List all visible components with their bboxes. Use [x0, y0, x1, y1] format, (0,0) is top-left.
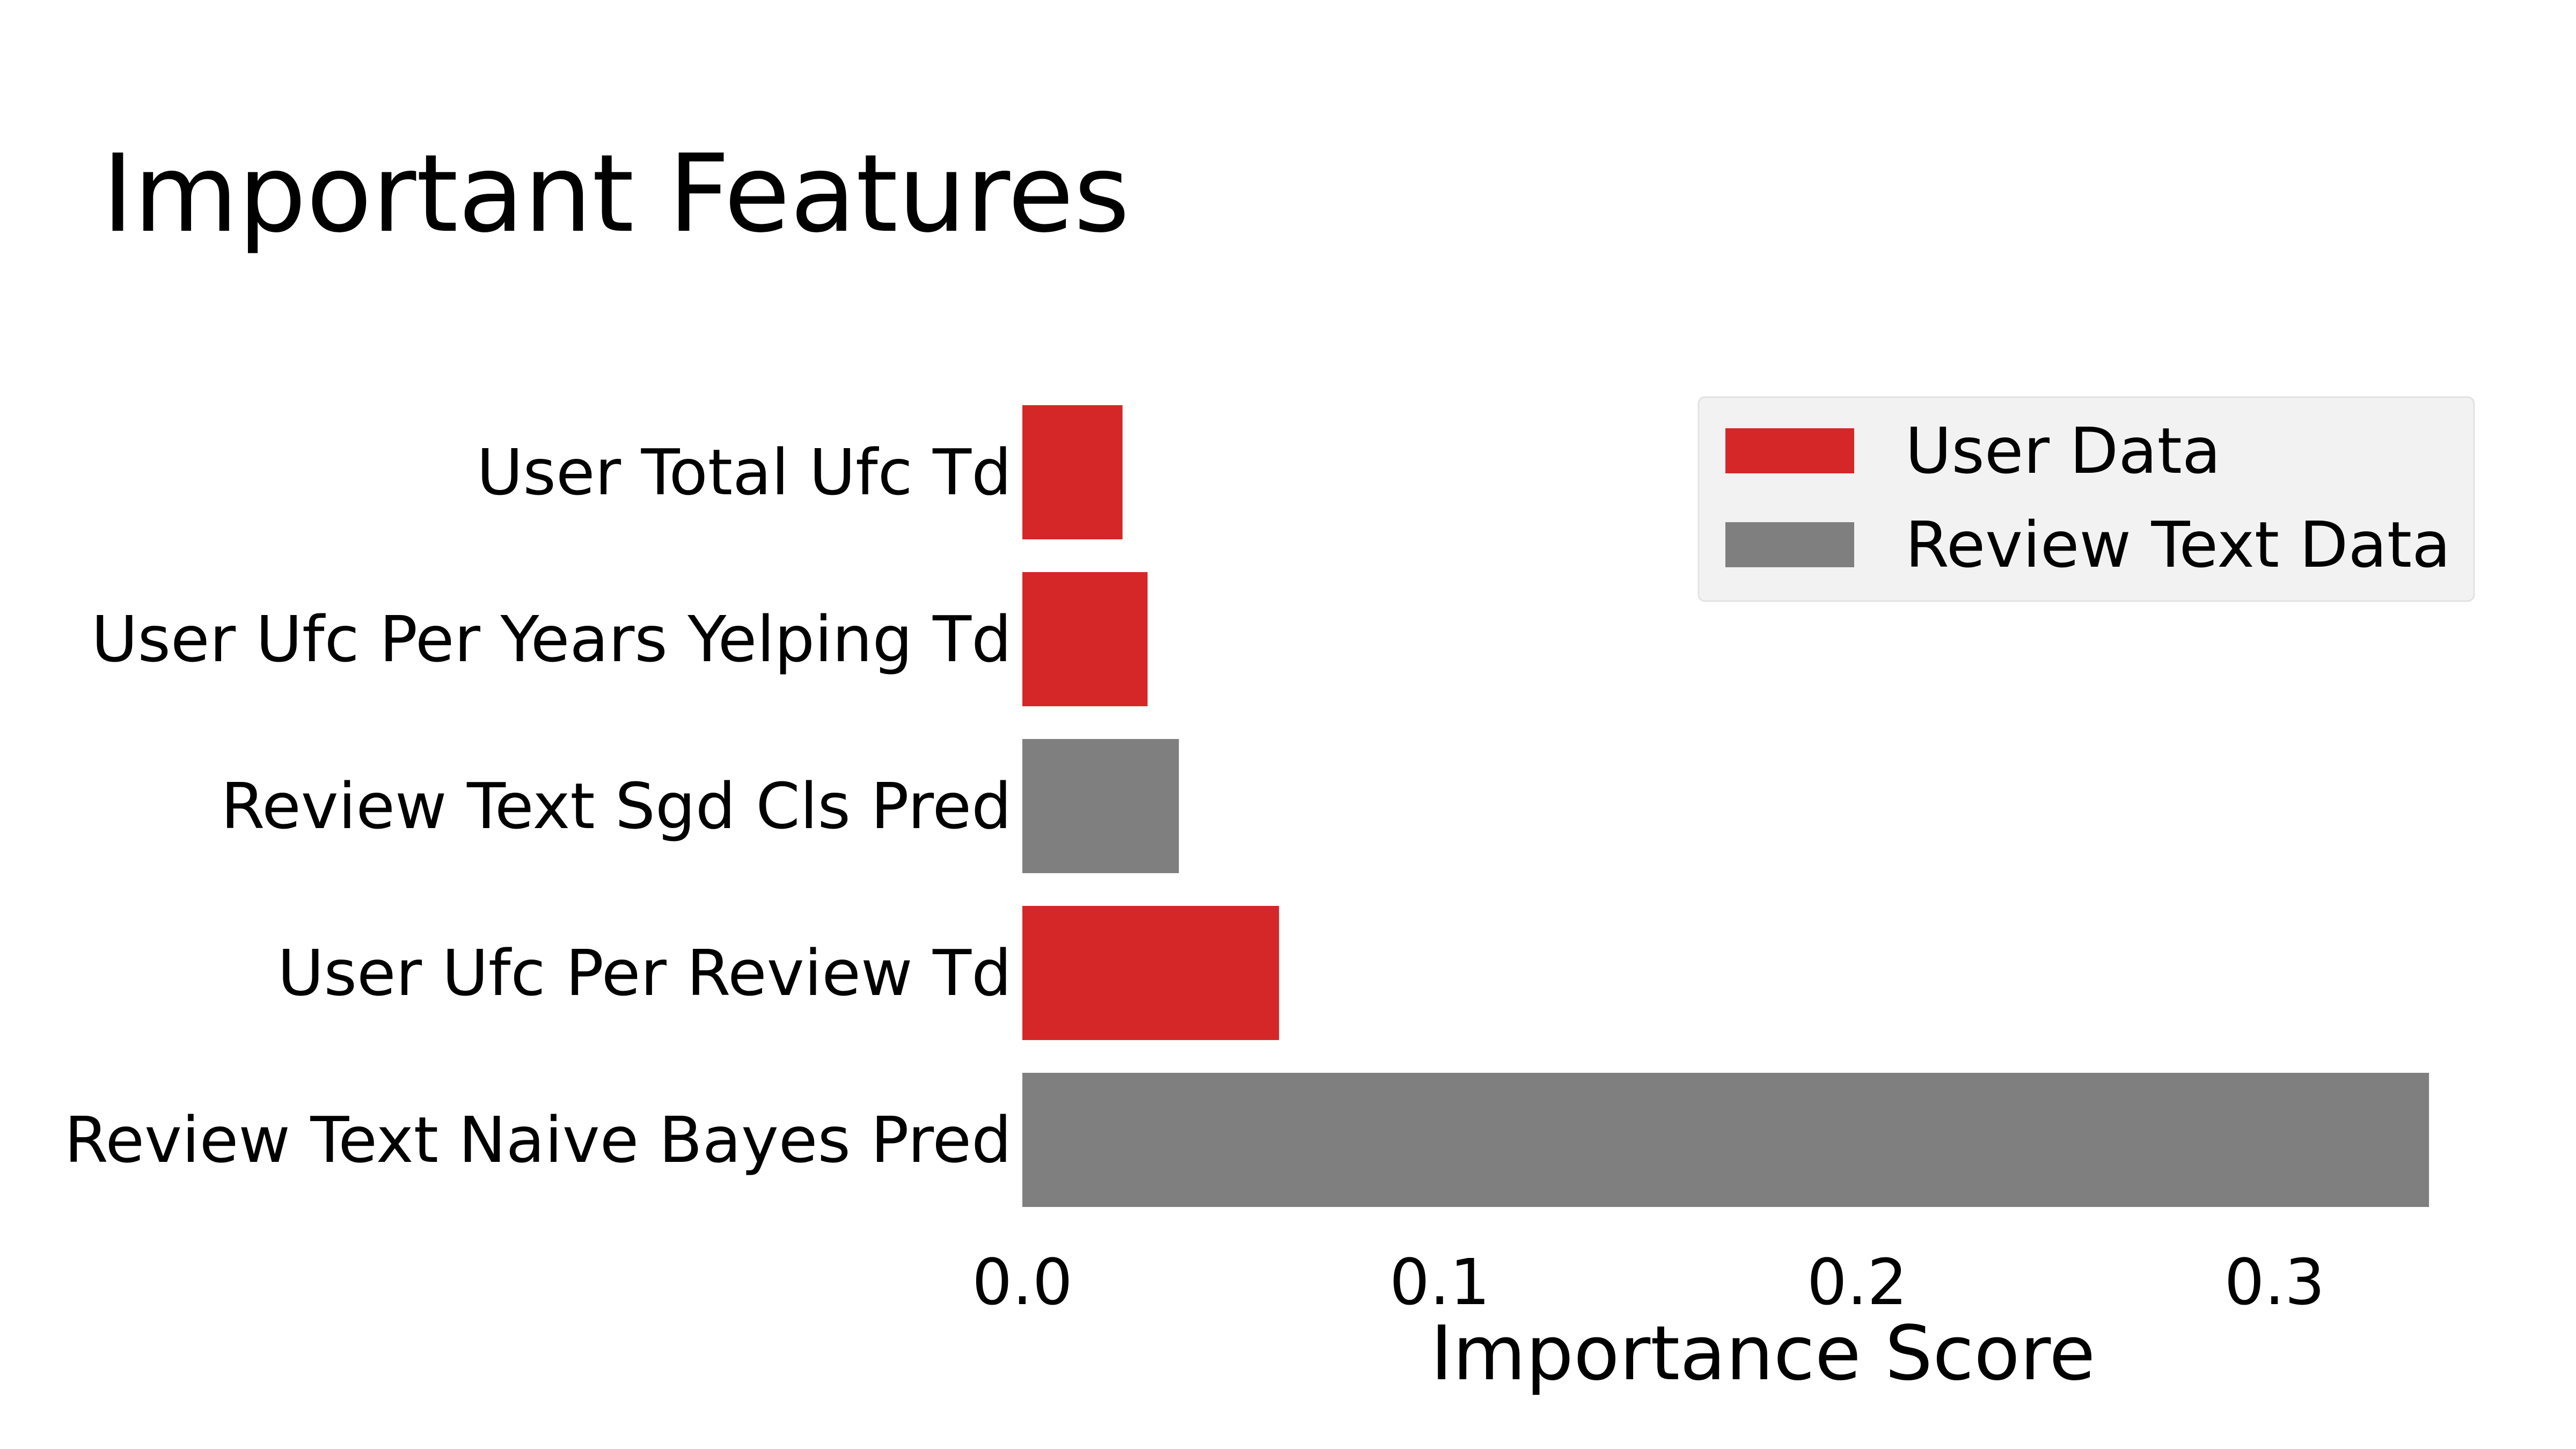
bar-0: [1022, 405, 1123, 539]
bar-4: [1022, 1073, 2429, 1207]
category-label-0: User Total Ufc Td: [477, 435, 1012, 509]
category-labels: User Total Ufc Td User Ufc Per Years Yelp…: [64, 435, 1012, 1177]
x-tick-label-1: 0.1: [1389, 1245, 1490, 1319]
x-tick-label-3: 0.3: [2224, 1245, 2325, 1319]
legend-swatch-1: [1725, 522, 1854, 567]
category-label-2: Review Text Sgd Cls Pred: [221, 769, 1012, 843]
category-label-3: User Ufc Per Review Td: [277, 936, 1012, 1010]
legend: User Data Review Text Data: [1697, 396, 2475, 602]
category-label-4: Review Text Naive Bayes Pred: [64, 1103, 1012, 1177]
legend-label-1: Review Text Data: [1905, 508, 2450, 582]
legend-background: [1697, 396, 2475, 602]
x-axis-label: Importance Score: [1431, 1310, 2096, 1397]
legend-label-0: User Data: [1905, 414, 2221, 488]
bar-1: [1022, 572, 1148, 706]
category-label-1: User Ufc Per Years Yelping Td: [91, 602, 1012, 676]
chart-title: Important Features: [102, 131, 1130, 257]
bar-2: [1022, 739, 1179, 873]
legend-swatch-0: [1725, 428, 1854, 473]
bars-layer: [1022, 405, 2429, 1207]
bar-3: [1022, 906, 1279, 1040]
x-tick-labels: 0.0 0.1 0.2 0.3: [972, 1245, 2325, 1319]
x-tick-label-0: 0.0: [972, 1245, 1073, 1319]
legend-items: User Data Review Text Data: [1725, 414, 2450, 582]
x-tick-label-2: 0.2: [1807, 1245, 1908, 1319]
